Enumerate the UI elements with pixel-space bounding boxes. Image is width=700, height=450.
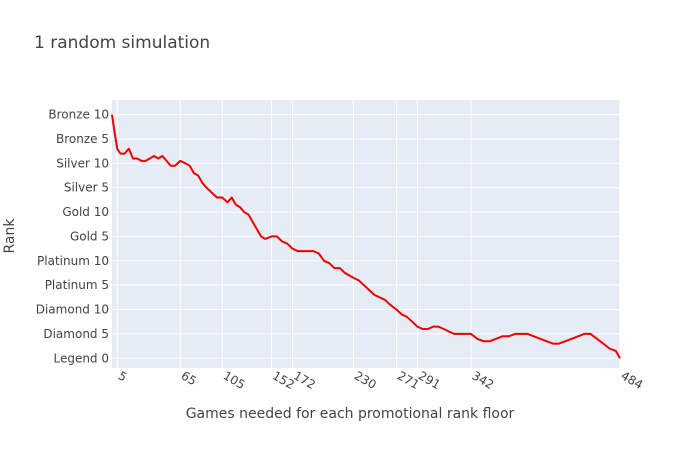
chart-title: 1 random simulation: [34, 33, 211, 53]
x-tick-label: 172: [291, 368, 318, 392]
y-tick-label: Platinum 5: [45, 278, 109, 292]
y-tick-label: Bronze 5: [56, 132, 109, 146]
y-tick-label: Bronze 10: [48, 108, 109, 122]
plot-background: [112, 100, 620, 368]
x-tick-label: 105: [221, 368, 248, 392]
y-tick-label: Diamond 10: [36, 303, 109, 317]
x-axis-title: Games needed for each promotional rank f…: [185, 406, 515, 422]
y-tick-label: Legend 0: [53, 351, 109, 365]
x-tick-label: 230: [352, 368, 379, 392]
x-tick-label: 65: [179, 368, 199, 388]
x-tick-label: 342: [469, 368, 496, 392]
x-tick-label: 484: [619, 368, 646, 392]
y-tick-label: Silver 5: [64, 181, 109, 195]
y-tick-label: Platinum 10: [37, 254, 109, 268]
x-tick-label: 5: [116, 368, 130, 384]
y-tick-label: Diamond 5: [43, 327, 109, 341]
x-tick-label: 291: [416, 368, 443, 392]
series-line: [111, 114, 621, 359]
y-axis-title: Rank: [2, 218, 18, 254]
y-tick-label: Gold 10: [62, 205, 109, 219]
y-tick-label: Gold 5: [70, 229, 109, 243]
y-tick-label: Silver 10: [56, 156, 109, 170]
